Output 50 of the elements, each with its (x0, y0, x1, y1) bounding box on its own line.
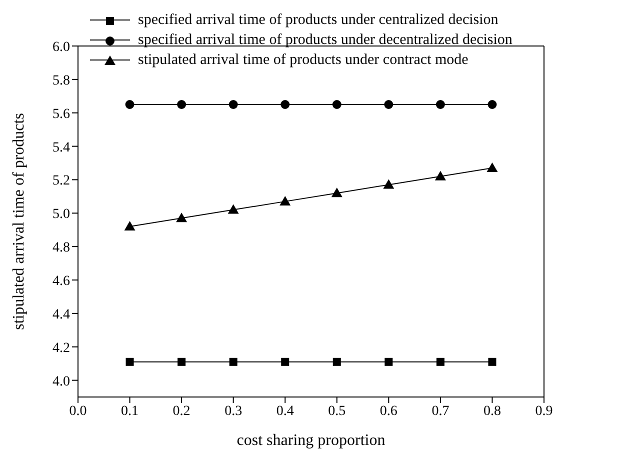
x-axis-title: cost sharing proportion (236, 432, 386, 449)
x-tick-label: 0.0 (69, 404, 87, 419)
y-tick-label: 4.6 (52, 274, 70, 289)
y-tick-label: 5.0 (52, 207, 70, 222)
point (126, 358, 134, 366)
point (229, 358, 238, 366)
x-tick-label: 0.8 (483, 404, 501, 419)
x-tick-label: 0.9 (535, 404, 553, 419)
x-tick-label: 0.2 (172, 404, 190, 419)
legend-label: stipulated arrival time of products under contract mode (138, 51, 468, 70)
point (436, 358, 444, 366)
point (384, 100, 394, 109)
y-tick-label: 5.6 (52, 106, 70, 122)
legend-label: specified arrival time of products under centralized decision (138, 11, 498, 30)
y-tick-label: 4.2 (52, 340, 70, 356)
point (488, 358, 496, 366)
point (228, 100, 238, 109)
y-tick-label: 5.4 (52, 140, 70, 156)
point (178, 358, 186, 366)
point (332, 358, 341, 366)
y-tick-label: 5.8 (52, 73, 70, 88)
point (125, 100, 134, 109)
y-tick-label: 4.0 (52, 374, 70, 390)
x-tick-label: 0.1 (121, 404, 139, 419)
point (488, 100, 497, 109)
y-axis-title: stipulated arrival time of products (10, 113, 28, 330)
x-tick-label: 0.4 (276, 404, 294, 419)
point (384, 358, 393, 366)
point (331, 188, 342, 198)
point (177, 100, 186, 109)
x-tick-label: 0.3 (224, 404, 242, 419)
y-tick-label: 6.0 (52, 40, 70, 55)
point (280, 100, 290, 109)
point (281, 358, 290, 366)
x-tick-label: 0.6 (380, 404, 398, 419)
point (228, 204, 239, 214)
y-tick-label: 5.2 (52, 174, 70, 189)
x-tick-label: 0.5 (328, 404, 346, 419)
point (332, 100, 342, 109)
y-tick-label: 4.8 (52, 240, 70, 256)
point (176, 212, 188, 222)
y-tick-label: 4.4 (52, 307, 70, 322)
point (434, 170, 446, 180)
point (383, 179, 394, 189)
x-tick-label: 0.7 (432, 404, 450, 419)
point (486, 162, 498, 172)
point (436, 100, 445, 109)
legend-label: specified arrival time of products under decentralized decision (138, 31, 512, 50)
point (124, 221, 136, 231)
point (280, 196, 291, 206)
